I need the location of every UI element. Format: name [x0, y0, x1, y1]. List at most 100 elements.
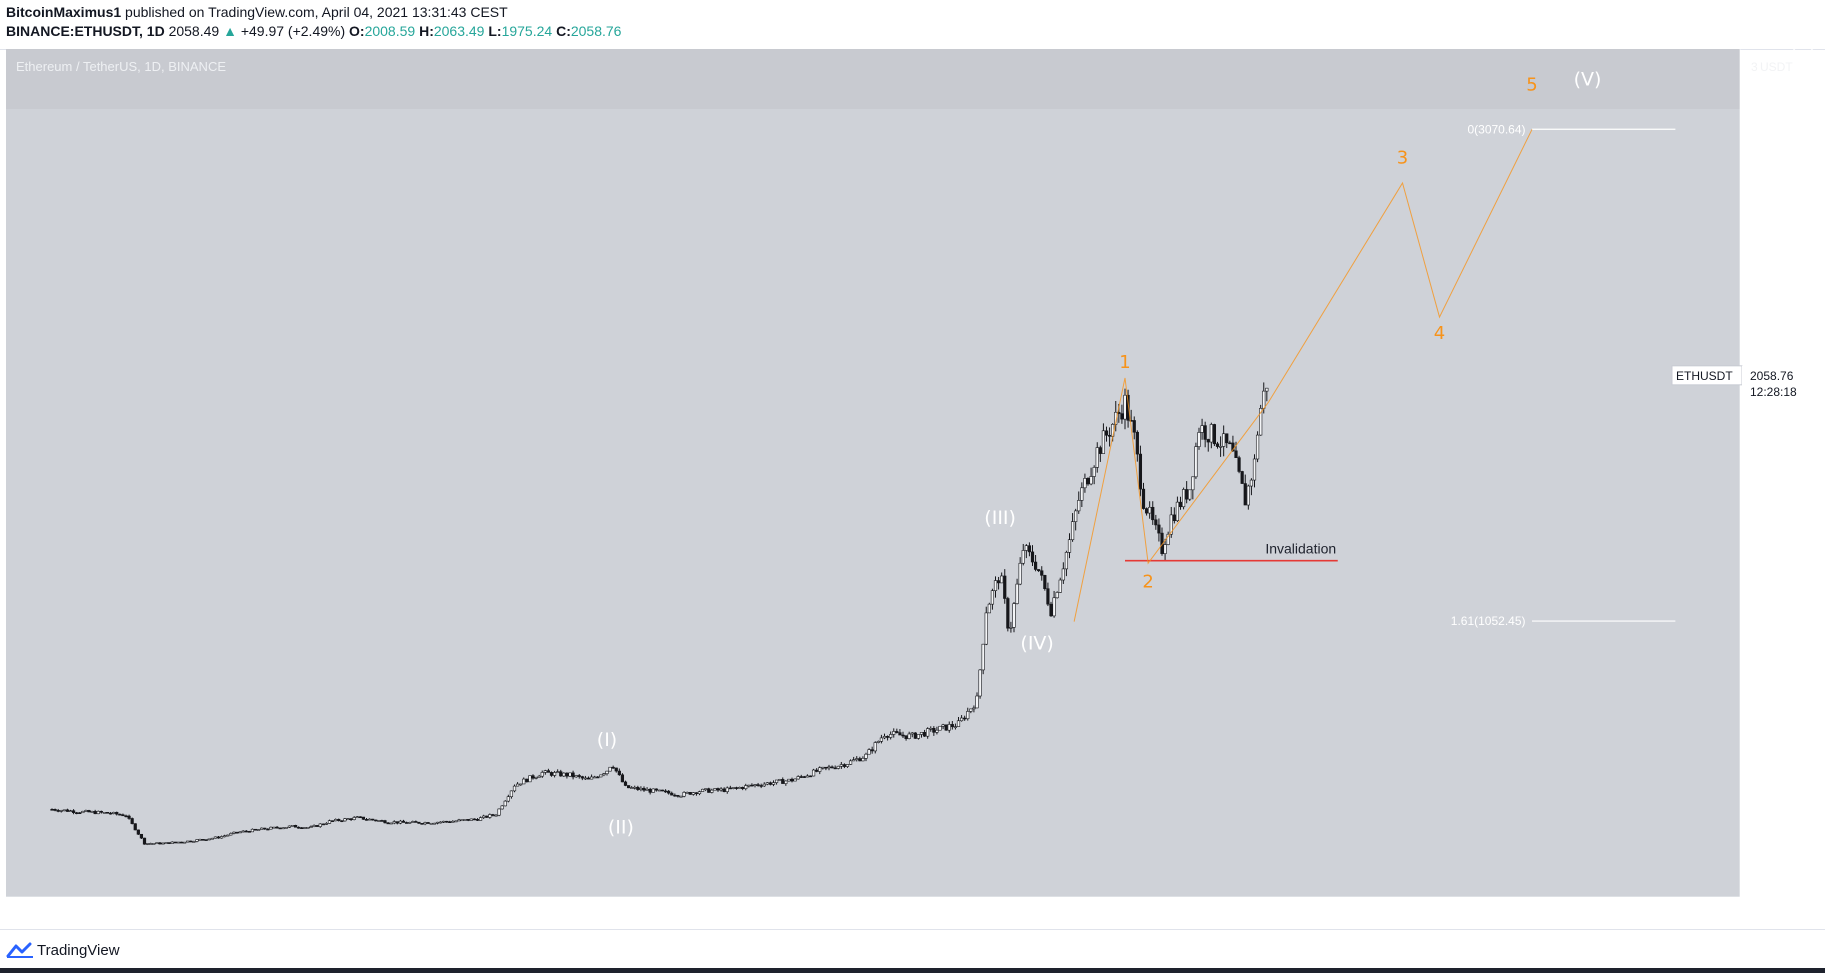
watermark: Ethereum / TetherUS, 1D, BINANCE [16, 59, 226, 74]
candle-body [833, 767, 837, 770]
candle-body [1003, 575, 1007, 599]
candle-body [1083, 478, 1087, 489]
close-value: 2058.76 [570, 23, 622, 39]
candle-body [1225, 433, 1229, 444]
candle-body [136, 829, 140, 835]
candle-body [756, 784, 760, 786]
candle-body [1181, 489, 1186, 508]
candle-body [623, 781, 628, 786]
candle-body [297, 826, 301, 829]
author-name[interactable]: BitcoinMaximus1 [6, 4, 122, 20]
candle-body [1064, 552, 1069, 570]
candle-body [229, 833, 233, 836]
candle-body [1120, 413, 1124, 420]
wave-label: (I) [597, 729, 617, 751]
footer-brand[interactable]: TradingView [37, 942, 120, 959]
candle-body [848, 760, 853, 765]
price-chart[interactable]: Ethereum / TetherUS, 1D, BINANCE 3 USDT320… [0, 49, 1825, 929]
price-tick-label: 1000.00 [1751, 627, 1795, 641]
candle-body [303, 827, 307, 829]
publish-info: BitcoinMaximus1 published on TradingView… [6, 4, 508, 20]
candle-body [281, 827, 285, 830]
time-tick-label: Sep [1614, 905, 1636, 919]
candle-body [1061, 568, 1065, 581]
candle-body [349, 818, 353, 821]
candle-body [78, 812, 82, 814]
candle-body [771, 782, 776, 785]
candle-body [367, 818, 372, 821]
candle-body [910, 732, 914, 735]
candle-body [124, 815, 128, 818]
candle-body [1252, 458, 1257, 481]
candle-body [1138, 453, 1143, 490]
plot-top-shade [6, 49, 1740, 109]
candle-body [145, 843, 150, 845]
candle-body [873, 742, 877, 752]
candle-body [537, 775, 541, 778]
candle-body [324, 823, 329, 825]
candle-body [445, 820, 449, 823]
candle-body [1040, 570, 1044, 576]
close-label: C: [556, 23, 571, 39]
candle-body [275, 826, 279, 829]
candle-body [500, 805, 504, 810]
invalidation-label: Invalidation [1265, 541, 1336, 557]
low-label: L: [488, 23, 502, 39]
tradingview-logo-icon [6, 942, 33, 958]
candle-body [694, 792, 699, 795]
high-label: H: [419, 23, 434, 39]
candle-body [1012, 603, 1016, 628]
candle-body [688, 792, 692, 795]
candle-body [778, 779, 782, 781]
time-tick-label: Jun [227, 905, 246, 919]
symbol-label: BINANCE:ETHUSDT, 1D [6, 23, 165, 39]
candle-body [583, 777, 588, 780]
candle-body [278, 827, 282, 830]
candle-body [1212, 424, 1217, 445]
candle-body [1033, 561, 1038, 570]
candle-body [966, 711, 970, 720]
candle-body [127, 815, 131, 819]
candle-body [839, 764, 843, 767]
candle-body [673, 794, 677, 797]
price-tick-label: 600.00 [1751, 724, 1788, 738]
candle-body [747, 784, 751, 787]
candle-body [118, 813, 122, 816]
time-tick-label: Sep [504, 905, 526, 919]
candle-body [192, 841, 196, 843]
candle-body [1191, 476, 1195, 491]
candle-body [438, 821, 443, 824]
candle-body [935, 729, 939, 733]
candle-body [981, 643, 985, 671]
candle-body [241, 830, 245, 833]
candle-body [941, 724, 945, 727]
candle-body [577, 775, 581, 777]
candle-body [938, 725, 942, 731]
candle-body [408, 822, 412, 824]
candle-body [895, 731, 899, 733]
high-value: 2063.49 [433, 23, 485, 39]
candle-body [491, 814, 495, 816]
candle-body [996, 580, 1001, 584]
candle-body [892, 731, 896, 735]
candle-body [1021, 550, 1025, 564]
candle-body [972, 707, 976, 710]
candle-body [1089, 476, 1093, 485]
candle-body [805, 775, 810, 778]
candle-body [975, 695, 979, 709]
candle-body [787, 778, 791, 782]
candle-body [531, 775, 535, 779]
price-tick-label: 0.00 [1751, 871, 1775, 885]
candle-body [463, 819, 467, 821]
candle-body [343, 818, 347, 822]
candle-body [130, 818, 134, 824]
close-icon[interactable]: ✕ [1786, 39, 1820, 85]
candle-body [250, 828, 255, 833]
candle-body [1240, 471, 1244, 484]
candle-body [1126, 394, 1130, 421]
candle-body [645, 788, 649, 791]
candle-body [614, 767, 618, 772]
candle-body [876, 741, 880, 743]
candle-body [882, 736, 887, 739]
candle-body [210, 837, 214, 840]
